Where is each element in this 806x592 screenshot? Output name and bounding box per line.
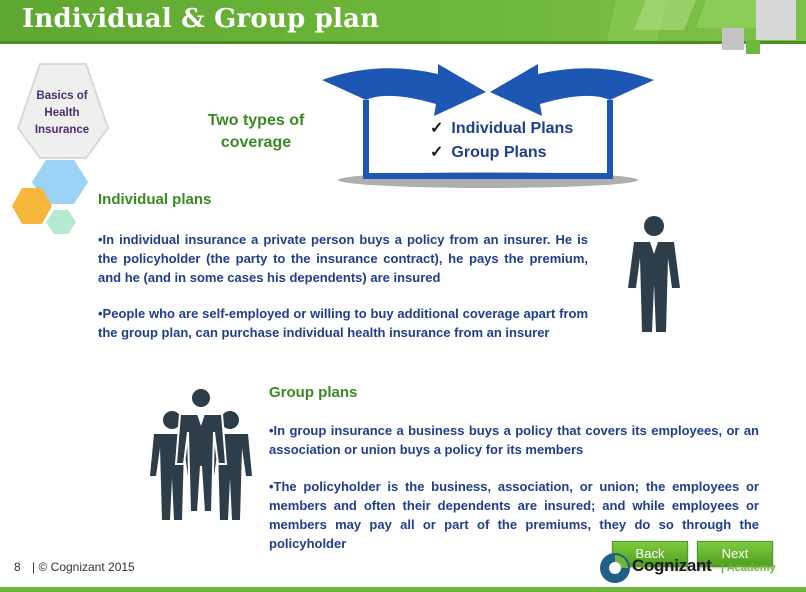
individual-plans-heading: Individual plans xyxy=(98,191,212,208)
title-bar: Individual & Group plan xyxy=(0,0,806,44)
person-icon xyxy=(628,216,680,332)
corner-squares xyxy=(722,0,796,54)
coverage-label: Two types of coverage xyxy=(196,110,316,154)
group-para-2: •The policyholder is the business, assoc… xyxy=(269,479,759,551)
check-icon: ✓ xyxy=(430,120,444,137)
coverage-item: ✓ Individual Plans xyxy=(430,117,573,141)
group-people-icon xyxy=(150,387,252,520)
bottom-accent-line xyxy=(0,587,806,592)
cognizant-logo-icon xyxy=(600,553,630,583)
next-button[interactable]: Next xyxy=(697,541,773,567)
badge-line-3: Insurance xyxy=(34,124,90,136)
badge-line-1: Basics of xyxy=(36,90,88,102)
check-icon: ✓ xyxy=(430,144,444,161)
coverage-label-line-2: coverage xyxy=(220,134,292,151)
group-para-1: •In group insurance a business buys a po… xyxy=(269,423,759,457)
badge-line-2: Health xyxy=(44,107,80,119)
curved-arrows-icon xyxy=(322,64,654,188)
title-stripe xyxy=(0,41,806,44)
footer: 8 | © Cognizant 2015 xyxy=(14,560,135,574)
page-title: Individual & Group plan xyxy=(22,4,380,34)
copyright: | © Cognizant 2015 xyxy=(32,560,135,574)
individual-para-2: •People who are self-employed or willing… xyxy=(98,306,588,340)
group-plans-heading: Group plans xyxy=(269,384,358,401)
coverage-label-line-1: Two types of xyxy=(207,112,305,129)
hexagon-cluster xyxy=(12,63,110,234)
logo-sub: | Academy xyxy=(721,562,776,574)
coverage-list: ✓ Individual Plans ✓ Group Plans xyxy=(430,117,573,165)
coverage-item-label: Group Plans xyxy=(451,144,547,161)
logo-name: Cognizant xyxy=(632,556,712,575)
individual-para-1: •In individual insurance a private perso… xyxy=(98,232,588,285)
coverage-item-label: Individual Plans xyxy=(451,120,574,137)
basics-badge[interactable]: Basics of Health Insurance xyxy=(26,88,98,139)
page-number: 8 xyxy=(14,560,21,574)
coverage-item: ✓ Group Plans xyxy=(430,141,573,165)
